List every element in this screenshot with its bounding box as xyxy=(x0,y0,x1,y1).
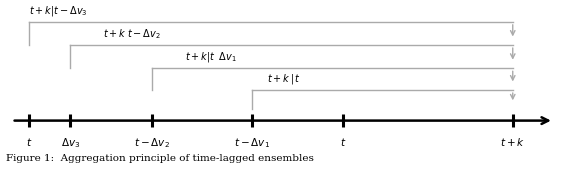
Text: $t$: $t$ xyxy=(340,136,346,148)
Text: $t+k|t-\Delta v_3$: $t+k|t-\Delta v_3$ xyxy=(29,4,88,18)
Text: $t-\Delta v_1$: $t-\Delta v_1$ xyxy=(234,136,270,150)
Text: $t$: $t$ xyxy=(26,136,32,148)
Text: $t+k\;t-\Delta v_2$: $t+k\;t-\Delta v_2$ xyxy=(103,27,161,41)
Text: $t+k\,|\,t$: $t+k\,|\,t$ xyxy=(267,72,301,86)
Text: $t+k$: $t+k$ xyxy=(500,136,525,148)
Text: $t+k|t\;\;\Delta v_1$: $t+k|t\;\;\Delta v_1$ xyxy=(185,50,237,64)
Text: $t-\Delta v_2$: $t-\Delta v_2$ xyxy=(134,136,171,150)
Text: Figure 1:  Aggregation principle of time-lagged ensembles: Figure 1: Aggregation principle of time-… xyxy=(6,154,314,163)
Text: $\Delta v_3$: $\Delta v_3$ xyxy=(61,136,80,150)
